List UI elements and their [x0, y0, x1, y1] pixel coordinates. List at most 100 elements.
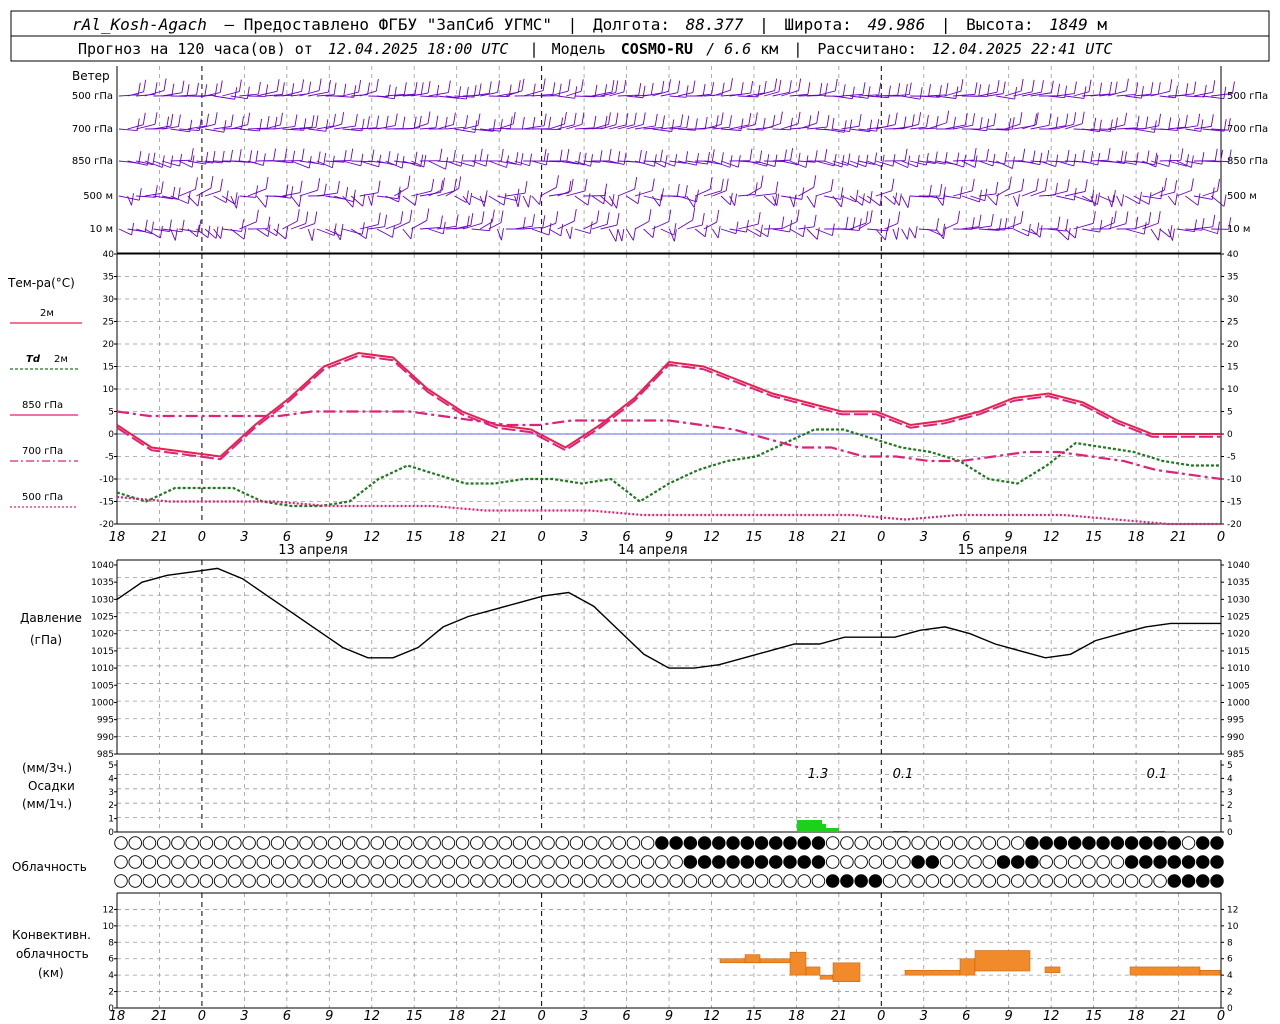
wind-level-left-3: 500 м [83, 191, 113, 202]
conv-bar-6 [904, 969, 961, 976]
temp-xtick-3: 3 [240, 530, 248, 545]
conv-xtick-17: 21 [831, 1009, 848, 1024]
temp-ytick-left-6: 10 [103, 385, 115, 395]
cloud-circles [114, 836, 1224, 888]
pressure-ytick-left-2: 1030 [91, 595, 114, 605]
alt-value: 1849 [1049, 15, 1088, 34]
precip-label-a: (мм/3ч.) [22, 761, 72, 775]
temp-xtick-1: 21 [151, 530, 168, 545]
temp-xtick-7: 15 [406, 530, 423, 545]
conv-ytick-right-0: 12 [1227, 905, 1238, 915]
conv-grid [116, 893, 1222, 1008]
legend-td-label-b: 2м [54, 354, 68, 365]
station-name: rAl_Kosh-Agach [72, 15, 207, 34]
conv-bar-11 [1199, 969, 1221, 976]
precip-grid [116, 760, 1222, 832]
temp-ytick-right-3: 25 [1227, 318, 1238, 328]
date-label-2: 15 апреля [958, 543, 1028, 558]
precip-bar-3 [893, 831, 908, 832]
pressure-label-a: Давление [20, 611, 82, 625]
precip-ytick-right-4: 1 [1227, 815, 1233, 825]
precip-bar-2 [826, 828, 839, 832]
precip-label-0: 1.3 [808, 767, 829, 782]
temp-ytick-right-2: 30 [1227, 295, 1239, 305]
conv-xtick-4: 6 [283, 1009, 291, 1024]
wind-level-right-0: 500 гПа [1227, 91, 1268, 102]
conv-xtick-1: 21 [151, 1009, 168, 1024]
temp-ytick-left-7: 5 [108, 408, 114, 418]
precip-label-1: 0.1 [893, 767, 914, 782]
pressure-ytick-right-1: 1035 [1227, 578, 1250, 588]
model-name: COSMO-RU [621, 40, 693, 58]
conv-xtick-7: 15 [406, 1009, 423, 1024]
date-label-0: 13 апреля [278, 543, 348, 558]
precip-ytick-left-0: 5 [108, 761, 114, 771]
pressure-ytick-right-0: 1040 [1227, 561, 1250, 571]
pressure-ytick-left-1: 1035 [91, 578, 114, 588]
temp-ytick-right-6: 10 [1227, 385, 1239, 395]
series-t850 [116, 410, 1222, 481]
pressure-ytick-left-10: 990 [97, 733, 114, 743]
pressure-ytick-right-10: 990 [1227, 733, 1244, 743]
conv-xtick-21: 9 [1005, 1009, 1013, 1024]
temp-ytick-left-11: -15 [99, 498, 114, 508]
wind-level-left-4: 10 м [90, 224, 113, 235]
pressure-ytick-right-6: 1010 [1227, 664, 1250, 674]
alt-unit: м [1097, 15, 1107, 34]
calc-time: 12.04.2025 22:41 UTC [932, 40, 1113, 58]
conv-label-a: Конвективн. [12, 928, 91, 942]
temp-xtick-18: 0 [877, 530, 885, 545]
temp-ytick-left-3: 25 [103, 318, 114, 328]
pressure-ytick-left-3: 1025 [91, 613, 114, 623]
precip-ytick-right-5: 0 [1227, 828, 1233, 838]
temp-xtick-13: 9 [665, 530, 673, 545]
conv-xtick-5: 9 [325, 1009, 333, 1024]
conv-xtick-25: 21 [1170, 1009, 1187, 1024]
lon-value: 88.377 [686, 15, 744, 34]
wind-level-right-3: 500 м [1227, 191, 1257, 202]
conv-xtick-24: 18 [1128, 1009, 1145, 1024]
legend-td-label-a: Td [26, 354, 41, 365]
issued-time: 12.04.2025 18:00 UTC [328, 40, 509, 58]
legend-t2m-label: 2м [40, 308, 54, 319]
temp-xtick-21: 9 [1005, 530, 1013, 545]
conv-bar-3 [805, 966, 821, 976]
temp-ytick-right-5: 15 [1227, 363, 1238, 373]
cloud-label: Облачность [12, 860, 87, 874]
precip-ytick-left-2: 3 [108, 788, 114, 798]
conv-ytick-left-3: 6 [108, 955, 114, 965]
temp-ytick-right-1: 35 [1227, 273, 1238, 283]
conv-bar-5 [832, 962, 861, 982]
pressure-ytick-right-4: 1020 [1227, 630, 1250, 640]
legend-500-label: 500 гПа [22, 492, 63, 503]
conv-bar-2 [789, 951, 807, 976]
precip-ytick-right-1: 4 [1227, 774, 1233, 784]
conv-xtick-19: 3 [920, 1009, 928, 1024]
temp-ytick-left-5: 15 [103, 363, 114, 373]
temp-ytick-right-11: -15 [1227, 498, 1242, 508]
precip-ytick-right-3: 2 [1227, 801, 1233, 811]
temp-ytick-left-9: -5 [105, 453, 114, 463]
precip-label-2: 0.1 [1147, 767, 1168, 782]
precip-ytick-left-1: 4 [108, 774, 114, 784]
conv-xtick-11: 3 [580, 1009, 588, 1024]
precip-bar-4 [1137, 831, 1165, 832]
series-td2m [116, 428, 1221, 508]
lat-label: Широта: [784, 15, 851, 34]
temp-xtick-22: 12 [1043, 530, 1060, 545]
model-label: Модель [552, 40, 606, 58]
wind-level-right-1: 700 гПа [1227, 124, 1268, 135]
alt-label: Высота: [966, 15, 1033, 34]
temp-xtick-6: 12 [363, 530, 380, 545]
pressure-ytick-right-5: 1015 [1227, 647, 1250, 657]
temp-xtick-14: 12 [703, 530, 720, 545]
conv-xtick-10: 0 [537, 1009, 545, 1024]
wind-level-left-2: 850 гПа [72, 156, 113, 167]
conv-ytick-left-4: 4 [108, 971, 114, 981]
conv-ytick-right-2: 8 [1227, 938, 1233, 948]
temp-xtick-10: 0 [537, 530, 545, 545]
conv-xtick-13: 9 [665, 1009, 673, 1024]
temp-ytick-left-8: 0 [108, 430, 114, 440]
pressure-ytick-left-4: 1020 [91, 630, 114, 640]
